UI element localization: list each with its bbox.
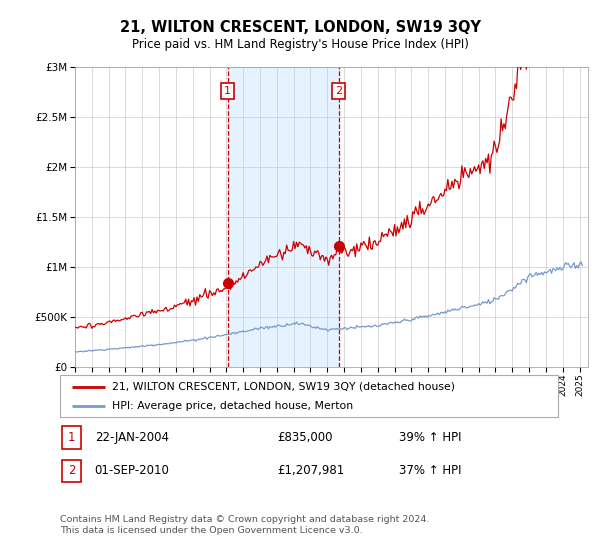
Text: Price paid vs. HM Land Registry's House Price Index (HPI): Price paid vs. HM Land Registry's House …: [131, 38, 469, 51]
Text: 37% ↑ HPI: 37% ↑ HPI: [399, 464, 461, 478]
Text: HPI: Average price, detached house, Merton: HPI: Average price, detached house, Mert…: [112, 401, 353, 411]
FancyBboxPatch shape: [60, 375, 558, 417]
Bar: [227, 67, 338, 367]
Text: 39% ↑ HPI: 39% ↑ HPI: [399, 431, 461, 444]
Text: 01-SEP-2010: 01-SEP-2010: [95, 464, 170, 478]
Text: 1: 1: [68, 431, 75, 444]
Text: 21, WILTON CRESCENT, LONDON, SW19 3QY: 21, WILTON CRESCENT, LONDON, SW19 3QY: [119, 20, 481, 35]
Text: £1,207,981: £1,207,981: [277, 464, 344, 478]
Text: 2: 2: [68, 464, 75, 478]
Text: 1: 1: [224, 86, 231, 96]
FancyBboxPatch shape: [62, 460, 81, 482]
Text: 2: 2: [335, 86, 342, 96]
Text: 22-JAN-2004: 22-JAN-2004: [95, 431, 169, 444]
Text: Contains HM Land Registry data © Crown copyright and database right 2024.
This d: Contains HM Land Registry data © Crown c…: [60, 515, 430, 535]
Text: £835,000: £835,000: [277, 431, 333, 444]
FancyBboxPatch shape: [62, 426, 81, 449]
Text: 21, WILTON CRESCENT, LONDON, SW19 3QY (detached house): 21, WILTON CRESCENT, LONDON, SW19 3QY (d…: [112, 381, 455, 391]
